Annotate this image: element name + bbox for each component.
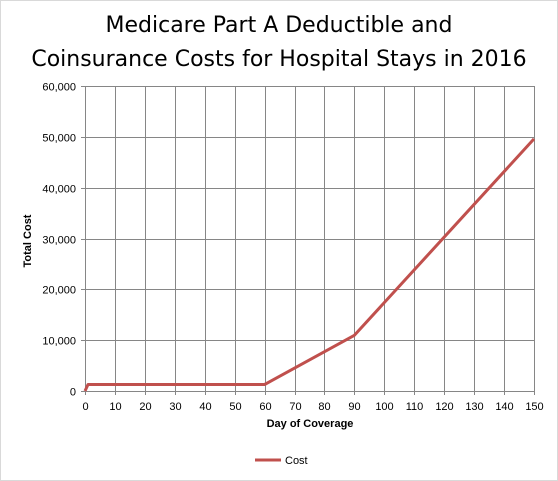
y-tick-labels: 0 10,000 20,000 30,000 40,000 50,000 60,000 — [42, 82, 76, 399]
y-tick-label: 10,000 — [42, 336, 76, 348]
x-tick-label: 60 — [259, 401, 271, 413]
x-tick-label: 130 — [465, 401, 483, 413]
y-tick-label: 50,000 — [42, 133, 76, 145]
y-tick-label: 30,000 — [42, 235, 76, 247]
legend-label-cost: Cost — [285, 455, 308, 467]
x-tick-label: 110 — [406, 401, 424, 413]
x-tick-label: 140 — [495, 401, 513, 413]
x-tick-label: 150 — [525, 401, 543, 413]
x-tick-label: 10 — [109, 401, 121, 413]
x-tick-label: 50 — [229, 401, 241, 413]
x-tick-label: 40 — [199, 401, 211, 413]
legend: Cost — [255, 455, 308, 467]
x-tick-label: 0 — [82, 401, 88, 413]
x-tick-label: 90 — [348, 401, 360, 413]
x-tick-label: 70 — [289, 401, 301, 413]
x-tick-label: 80 — [318, 401, 330, 413]
x-tick-label: 20 — [139, 401, 151, 413]
series-line-cost — [83, 137, 536, 392]
chart-title-line-1: Medicare Part A Deductible and — [105, 13, 453, 38]
x-tick-label: 30 — [169, 401, 181, 413]
x-axis-title: Day of Coverage — [267, 418, 354, 430]
x-tick-label: 120 — [435, 401, 453, 413]
y-tick-label: 0 — [70, 387, 76, 399]
y-tick-label: 20,000 — [42, 285, 76, 297]
series-lines — [83, 137, 536, 392]
chart-title-line-2: Coinsurance Costs for Hospital Stays in … — [31, 47, 527, 72]
x-tick-label: 100 — [375, 401, 393, 413]
y-tick-label: 60,000 — [42, 82, 76, 94]
y-tick-label: 40,000 — [42, 184, 76, 196]
y-axis-title: Total Cost — [22, 214, 34, 267]
grid-lines — [85, 86, 535, 391]
chart-title: Medicare Part A Deductible and Coinsuran… — [1, 9, 557, 77]
axes — [81, 86, 535, 395]
x-tick-labels: 0 10 20 30 40 50 60 70 80 90 100 110 120 130 140 150 — [82, 401, 543, 413]
